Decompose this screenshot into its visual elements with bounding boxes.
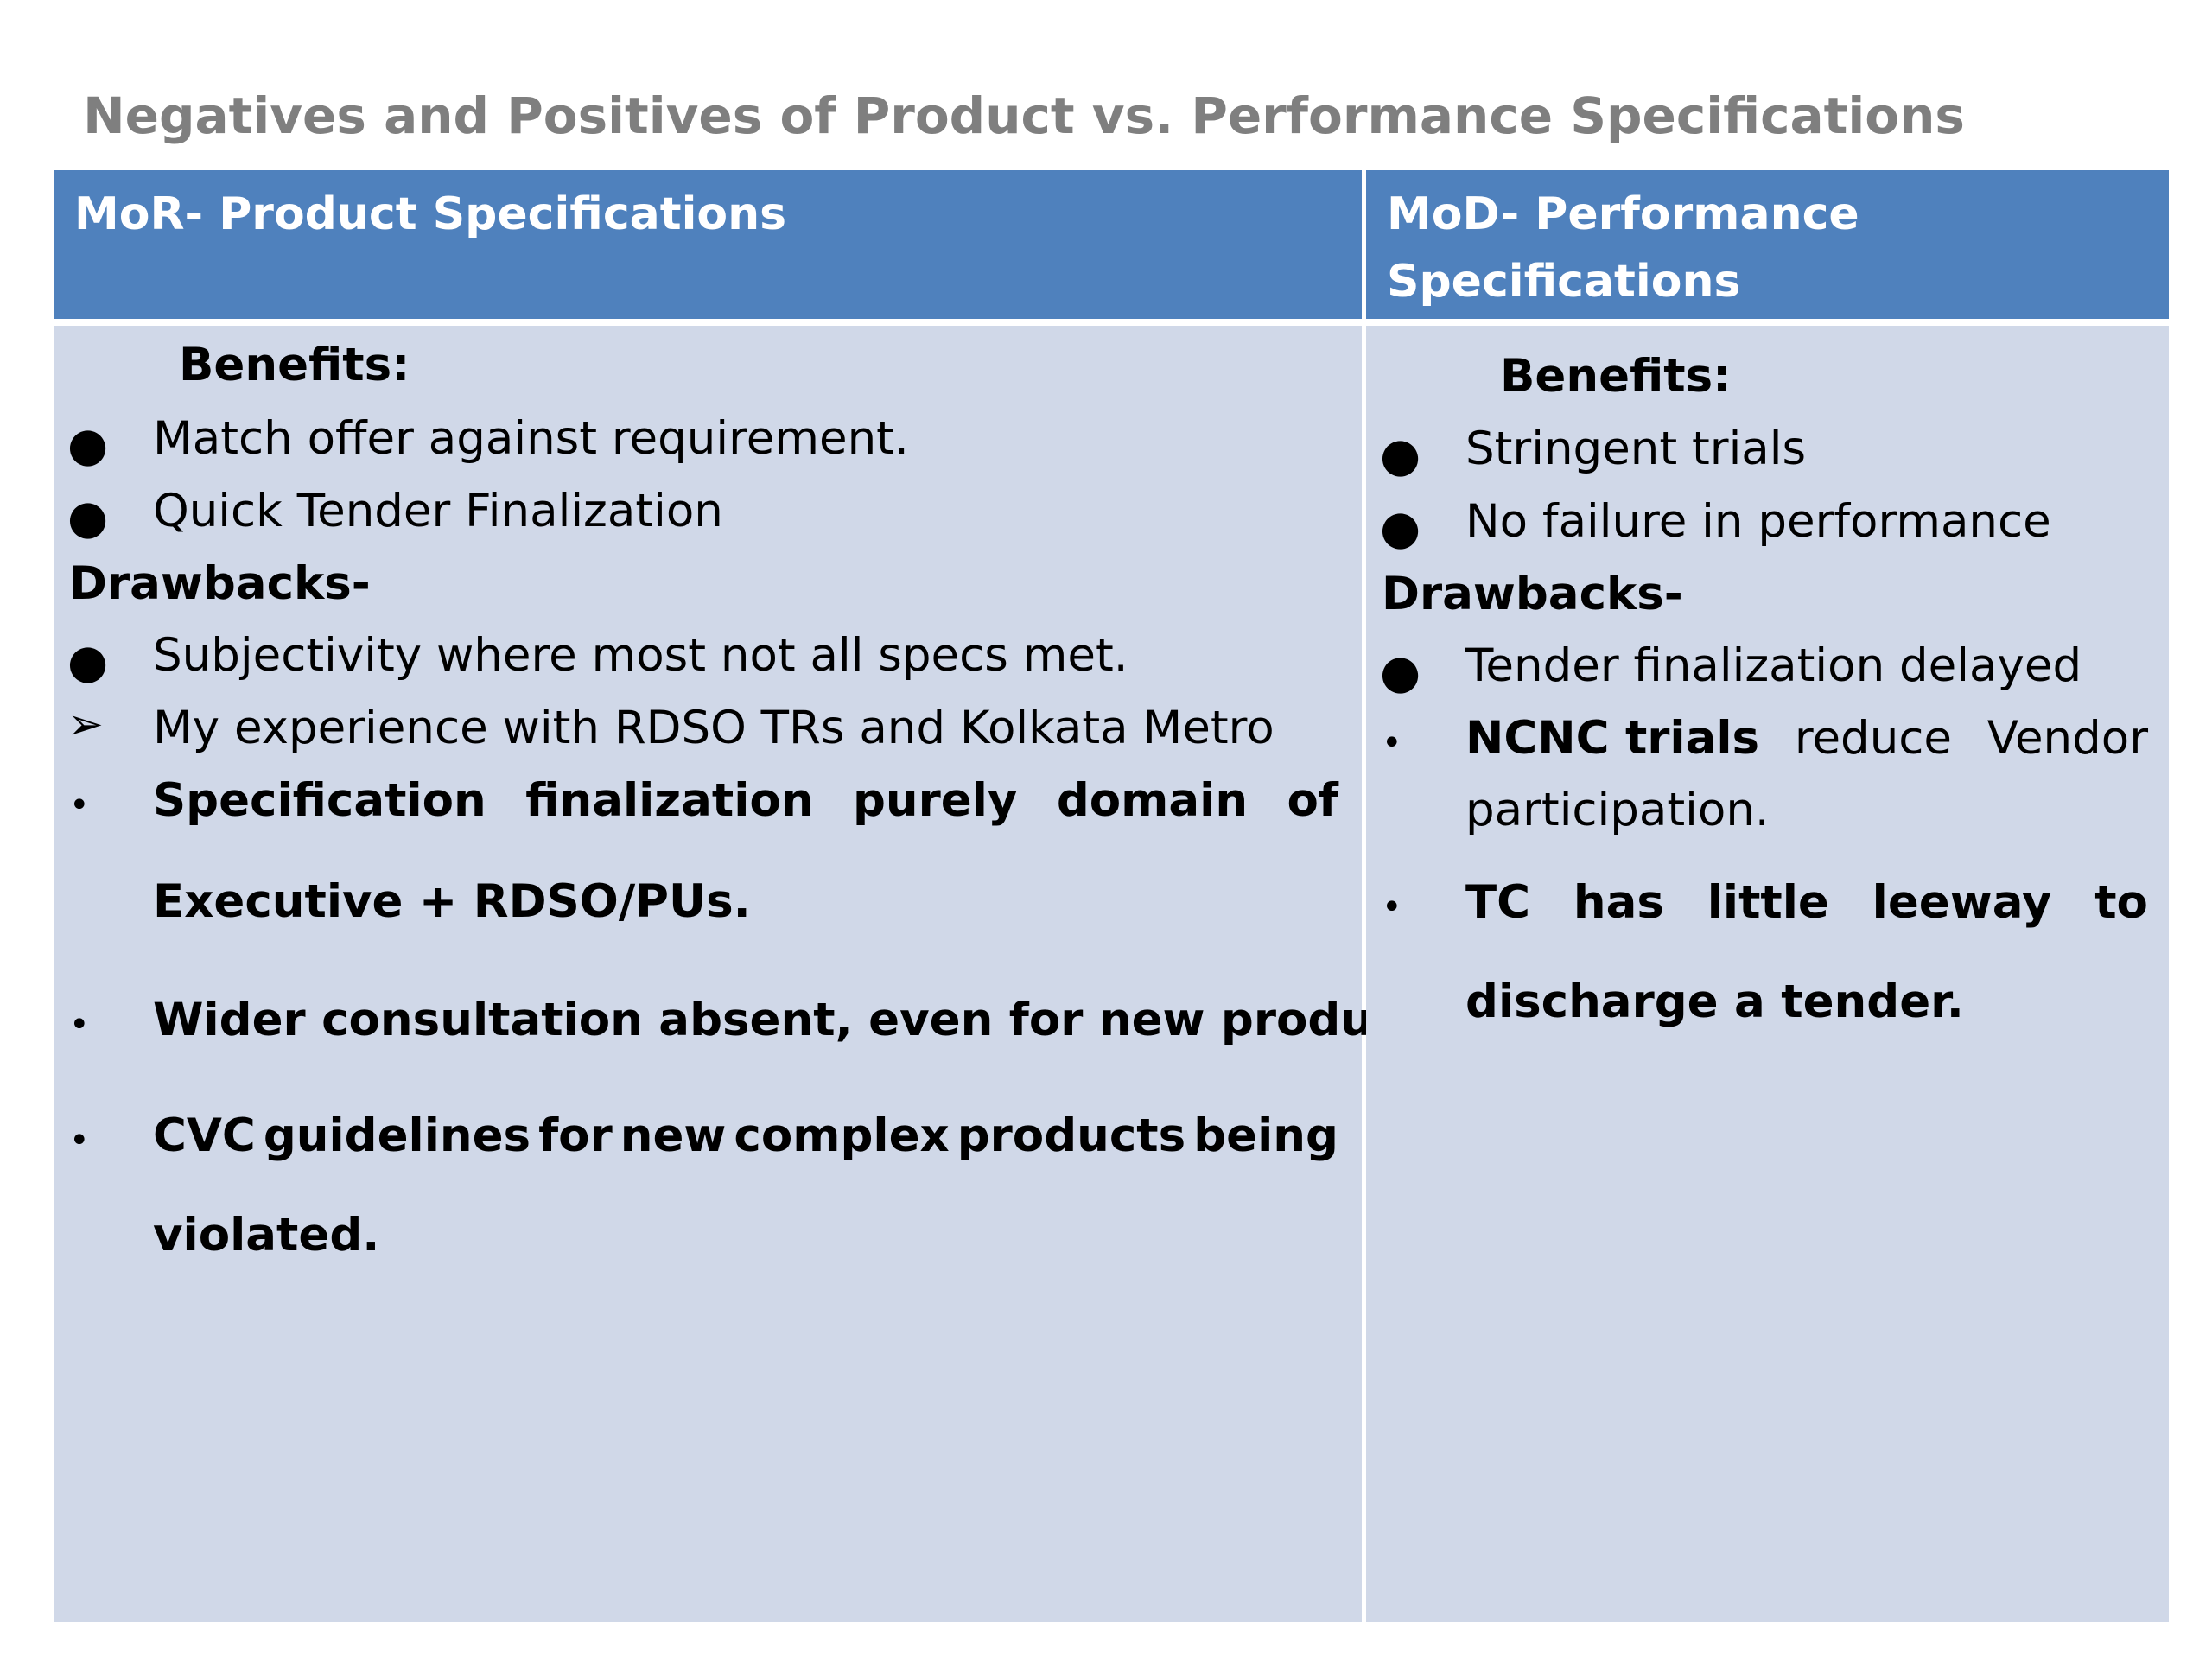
bullet-dot-icon: ● xyxy=(1380,428,1421,482)
word: TC xyxy=(1465,876,1531,929)
header-left-label: MoR- Product Specifications xyxy=(74,188,787,240)
word: finalization xyxy=(525,774,814,827)
word: domain xyxy=(1056,774,1249,827)
bullet-dot-icon: • xyxy=(1382,887,1402,927)
bullet-dot-icon: ● xyxy=(67,490,109,544)
bullet-dot-icon: • xyxy=(1382,723,1402,763)
word: of xyxy=(1287,774,1338,827)
right-benefit-2: No failure in performance xyxy=(1465,495,2051,548)
bullet-dot-icon: • xyxy=(69,1121,90,1160)
header-product-specifications: MoR- Product Specifications xyxy=(54,170,1362,319)
word: new xyxy=(620,1109,727,1162)
left-benefit-1: Match offer against requirement. xyxy=(153,412,909,465)
bullet-dot-icon: ● xyxy=(1380,500,1421,555)
word: guidelines xyxy=(263,1109,531,1162)
right-benefit-1: Stringent trials xyxy=(1465,423,1807,475)
left-drawback-3-line2: Executive + RDSO/PUs. xyxy=(153,875,751,928)
slide-title: Negatives and Positives of Product vs. P… xyxy=(83,86,1965,145)
performance-specifications-cell: Benefits: ● Stringent trials ● No failur… xyxy=(1366,326,2169,1622)
product-specifications-cell: Benefits: ● Match offer against requirem… xyxy=(54,326,1467,1622)
word: for xyxy=(538,1109,613,1162)
right-drawback-1: Tender finalization delayed xyxy=(1465,639,2082,692)
word: purely xyxy=(852,774,1018,827)
left-drawback-5-line2: violated. xyxy=(153,1209,380,1262)
left-drawbacks-label: Drawbacks- xyxy=(69,557,371,610)
arrow-bullet-icon: ➢ xyxy=(67,699,104,749)
word: reduce xyxy=(1794,712,1953,765)
bullet-dot-icon: ● xyxy=(1380,645,1421,699)
right-drawbacks-label: Drawbacks- xyxy=(1382,568,1683,620)
drawback-2-bold-words: NCNC trials xyxy=(1465,712,1760,765)
left-drawback-1: Subjectivity where most not all specs me… xyxy=(153,629,1128,682)
left-drawback-4: Wider consultation absent, even for new … xyxy=(153,994,1467,1046)
right-drawback-2-line1: NCNC trials reduce Vendor xyxy=(1465,712,2148,765)
left-benefit-2: Quick Tender Finalization xyxy=(153,485,723,537)
right-benefits-label: Benefits: xyxy=(1500,350,1732,403)
word: products xyxy=(957,1109,1186,1162)
word: CVC xyxy=(153,1109,256,1162)
header-right-line2: Specifications xyxy=(1387,256,1741,308)
word: Vendor xyxy=(1986,712,2148,765)
bullet-dot-icon: • xyxy=(69,785,90,825)
right-drawback-2-line2: participation. xyxy=(1465,784,1770,836)
left-benefits-label: Benefits: xyxy=(179,339,410,391)
header-performance-specifications: MoD- Performance Specifications xyxy=(1366,170,2169,319)
header-right-line1: MoD- Performance xyxy=(1387,188,1859,240)
bullet-dot-icon: ● xyxy=(67,634,109,689)
bullet-dot-icon: ● xyxy=(67,417,109,472)
word: has xyxy=(1573,876,1664,929)
word: leeway xyxy=(1872,876,2052,929)
right-drawback-3-line2: discharge a tender. xyxy=(1465,976,1964,1028)
word: to xyxy=(2094,876,2148,929)
right-drawback-3-line1: TC has little leeway to xyxy=(1465,876,2148,929)
left-drawback-5-line1: CVC guidelines for new complex products … xyxy=(153,1109,1338,1162)
left-drawback-3-line1: Specification finalization purely domain… xyxy=(153,774,1338,827)
bullet-dot-icon: • xyxy=(69,1005,90,1045)
left-drawback-2: My experience with RDSO TRs and Kolkata … xyxy=(153,702,1274,754)
word: Specification xyxy=(153,774,486,827)
comparison-table: MoR- Product Specifications MoD- Perform… xyxy=(54,170,2169,1622)
word: little xyxy=(1707,876,1829,929)
word: complex xyxy=(734,1109,950,1162)
word: being xyxy=(1193,1109,1338,1162)
